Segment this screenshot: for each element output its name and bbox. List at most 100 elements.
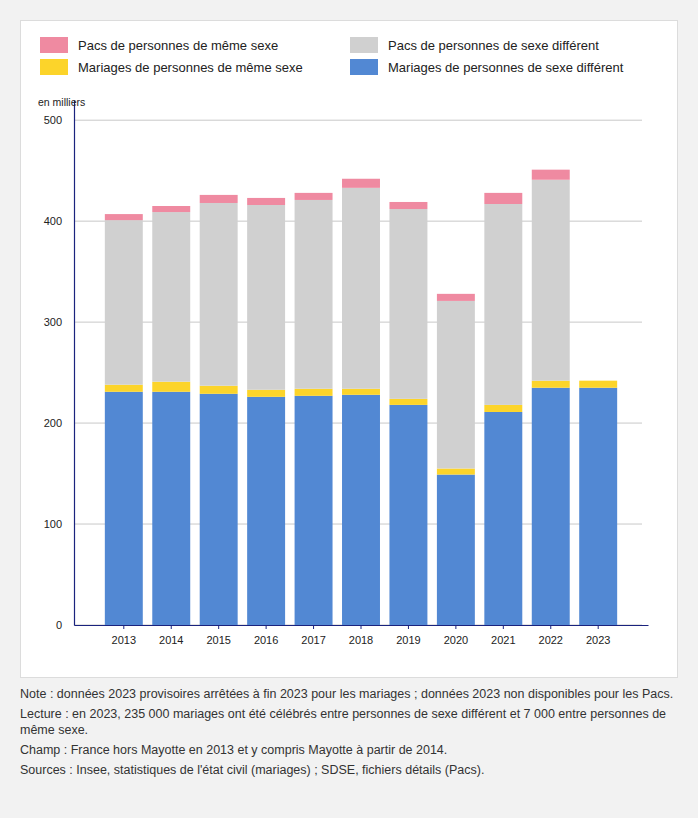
bar-segment (532, 170, 570, 180)
y-unit-label: en milliers (38, 96, 85, 108)
x-tick: 2022 (539, 625, 563, 646)
x-tick-mark (408, 625, 409, 629)
legend-item: Mariages de personnes de sexe différent (350, 59, 624, 75)
bar-segment (152, 392, 190, 625)
bar-segment (105, 392, 143, 625)
bar-segment (295, 200, 333, 389)
bar-segment (200, 203, 238, 386)
x-tick-label: 2016 (254, 634, 278, 646)
note: Note : données 2023 provisoires arrêtées… (20, 686, 680, 702)
bar-segment (579, 381, 617, 388)
chart: 0 100 200 300 400 500 2013 2014 2015 2016 2017 2018… (0, 0, 698, 680)
notes: Note : données 2023 provisoires arrêtées… (20, 686, 680, 782)
bar-segment (437, 294, 475, 301)
bar-segment (152, 212, 190, 382)
bar-segment (484, 412, 522, 625)
x-tick: 2020 (444, 625, 468, 646)
y-tick: 0 (56, 619, 74, 631)
x-tick-mark (503, 625, 504, 629)
bar-segment (437, 475, 475, 625)
x-tick-mark (313, 625, 314, 629)
x-tick-mark (550, 625, 551, 629)
bar-segment (342, 395, 380, 625)
bar-segment (152, 382, 190, 392)
bar-segment (295, 389, 333, 396)
x-tick-label: 2022 (539, 634, 563, 646)
bar-segment (532, 381, 570, 388)
bar-segment (247, 397, 285, 625)
x-tick-label: 2021 (491, 634, 515, 646)
legend-swatch (40, 59, 68, 75)
y-tick-label: 500 (44, 114, 62, 126)
bar-segment (247, 390, 285, 397)
bar-segment (389, 399, 427, 405)
y-tick-label: 100 (44, 518, 62, 530)
x-tick-mark (455, 625, 456, 629)
bar-segment (389, 202, 427, 209)
x-tick-label: 2017 (301, 634, 325, 646)
bar-segment (342, 188, 380, 389)
y-tick: 300 (44, 316, 74, 328)
x-tick-label: 2014 (159, 634, 183, 646)
bar-segment (484, 405, 522, 412)
bar-segment (437, 469, 475, 475)
legend: Mariages de personnes de sexe différent M… (40, 37, 624, 75)
x-tick: 2023 (586, 625, 610, 646)
legend-swatch (40, 37, 68, 53)
x-tick-label: 2013 (112, 634, 136, 646)
legend-item: Mariages de personnes de même sexe (40, 59, 303, 75)
legend-item: Pacs de personnes de même sexe (40, 37, 278, 53)
y-tick-label: 200 (44, 417, 62, 429)
legend-label: Pacs de personnes de sexe différent (388, 38, 599, 53)
bar-segment (342, 389, 380, 395)
y-tick: 100 (44, 518, 74, 530)
legend-item: Pacs de personnes de sexe différent (350, 37, 599, 53)
bar-segment (484, 193, 522, 204)
x-tick-label: 2019 (396, 634, 420, 646)
bar-segment (105, 214, 143, 220)
x-tick: 2019 (396, 625, 420, 646)
bar-segment (200, 394, 238, 625)
note: Champ : France hors Mayotte en 2013 et y… (20, 742, 680, 758)
bar-segment (295, 396, 333, 625)
bar-segment (247, 205, 285, 390)
y-tick: 200 (44, 417, 74, 429)
x-tick-mark (171, 625, 172, 629)
x-tick-mark (266, 625, 267, 629)
x-tick-label: 2020 (444, 634, 468, 646)
note: Lecture : en 2023, 235 000 mariages ont … (20, 706, 680, 738)
x-tick: 2013 (112, 625, 136, 646)
bar-segment (247, 198, 285, 205)
legend-swatch (350, 37, 378, 53)
y-tick-label: 0 (56, 619, 62, 631)
bar-segment (295, 193, 333, 200)
x-axis: 2013 2014 2015 2016 2017 2018 2019 2020 2021 2022… (75, 625, 649, 646)
legend-label: Pacs de personnes de même sexe (78, 38, 278, 53)
x-tick-mark (361, 625, 362, 629)
y-tick-label: 400 (44, 215, 62, 227)
y-tick: 500 (44, 114, 74, 126)
note: Sources : Insee, statistiques de l'état … (20, 762, 680, 778)
grid-line (74, 120, 642, 121)
y-axis: 0 100 200 300 400 500 (44, 101, 75, 632)
bar-segment (152, 206, 190, 212)
x-tick-label: 2015 (206, 634, 230, 646)
grid (74, 120, 642, 625)
bar-segment (532, 388, 570, 625)
bar-segment (105, 385, 143, 392)
legend-swatch (350, 59, 378, 75)
bar-segment (105, 220, 143, 385)
x-tick-mark (123, 625, 124, 629)
x-tick-label: 2018 (349, 634, 373, 646)
legend-label: Mariages de personnes de même sexe (78, 60, 303, 75)
legend-label: Mariages de personnes de sexe différent (388, 60, 624, 75)
y-tick-label: 300 (44, 316, 62, 328)
bar-segment (200, 195, 238, 203)
bar-segment (389, 405, 427, 625)
x-tick: 2018 (349, 625, 373, 646)
x-tick: 2021 (491, 625, 515, 646)
y-axis-line (74, 101, 75, 626)
x-tick: 2016 (254, 625, 278, 646)
x-tick-mark (598, 625, 599, 629)
bar-segment (389, 209, 427, 399)
